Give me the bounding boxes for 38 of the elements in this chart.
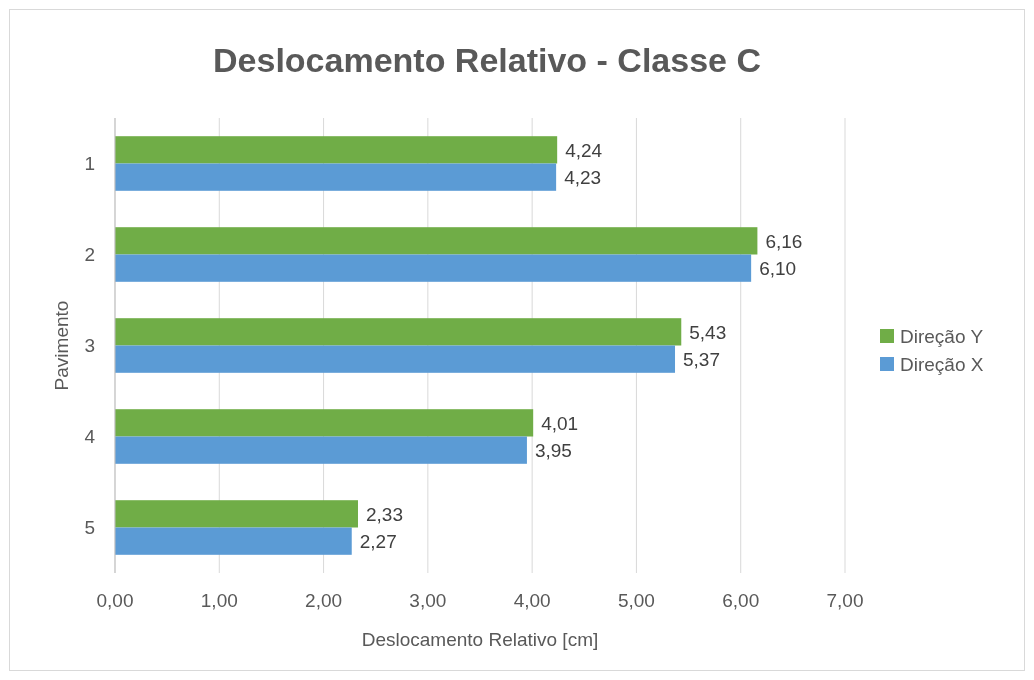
data-label: 4,23 [564,166,602,188]
legend-label: Direção Y [900,325,984,347]
x-tick-label: 5,00 [617,590,655,611]
x-axis-title: Deslocamento Relativo [cm] [361,629,599,650]
data-label: 6,16 [765,230,803,252]
x-tick-label: 7,00 [826,590,864,611]
data-label: 6,10 [759,257,797,279]
data-label: 3,95 [534,439,572,461]
data-label: 2,33 [365,503,403,525]
x-tick-label: 2,00 [305,590,343,611]
bar [115,227,758,255]
data-label: 5,37 [683,348,720,370]
y-tick-label: 1 [84,153,95,175]
y-tick-label: 5 [84,517,95,539]
data-label: 4,01 [541,412,579,434]
data-label: 4,24 [565,139,603,161]
y-tick-label: 2 [84,244,95,266]
x-tick-label: 1,00 [200,590,238,611]
y-axis-title: Pavimento [51,300,72,391]
bar [115,136,558,164]
bar [115,500,358,528]
bar [115,318,682,346]
bar [115,254,752,282]
bar [115,345,676,373]
x-tick-label: 0,00 [96,590,134,611]
y-tick-label: 4 [84,426,96,448]
x-tick-label: 4,00 [513,590,551,611]
bar [115,527,352,555]
legend-label: Direção X [900,353,984,375]
y-tick-label: 3 [84,335,95,357]
data-label: 5,43 [689,321,727,343]
bar [115,436,527,464]
data-label: 2,27 [359,530,397,552]
x-tick-label: 6,00 [722,590,760,611]
x-tick-label: 3,00 [409,590,447,611]
chart-title: Deslocamento Relativo - Classe C [213,41,761,79]
bar [115,409,534,437]
bar [115,163,557,191]
